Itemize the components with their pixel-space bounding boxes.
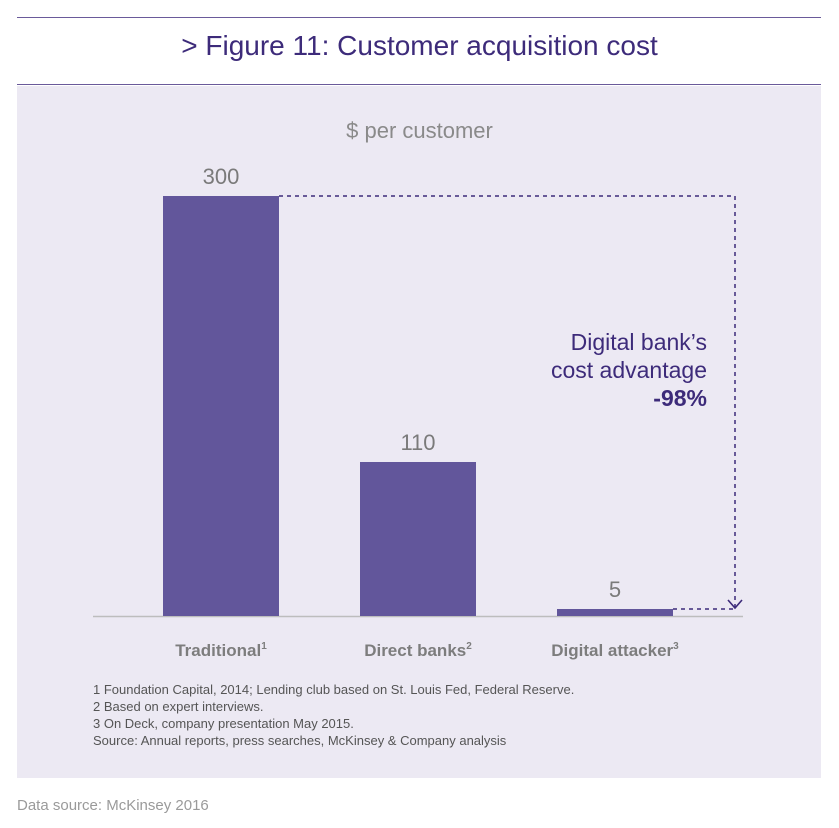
bar-value-label-2: 5	[609, 577, 621, 602]
bar-value-label-1: 110	[400, 430, 435, 455]
bar-value-label-0: 300	[203, 164, 240, 189]
bar-2	[557, 609, 673, 616]
annotation-line-1: Digital bank’s	[570, 329, 707, 355]
footnote-3: 3 On Deck, company presentation May 2015…	[93, 716, 354, 731]
y-axis-unit-label: $ per customer	[346, 118, 493, 143]
category-superscript-2: 3	[673, 641, 679, 652]
bar-0	[163, 196, 279, 616]
footnote-2: 2 Based on expert interviews.	[93, 699, 264, 714]
data-source: Data source: McKinsey 2016	[17, 797, 209, 814]
chart-panel	[17, 86, 821, 778]
footnotes: 1 Foundation Capital, 2014; Lending club…	[93, 681, 574, 749]
bar-1	[360, 462, 476, 616]
category-label-0: Traditional1	[175, 641, 267, 660]
cost-advantage-annotation: Digital bank’s cost advantage -98%	[551, 328, 707, 412]
footnote-source: Source: Annual reports, press searches, …	[93, 733, 507, 748]
category-label-2: Digital attacker3	[551, 641, 679, 660]
annotation-value: -98%	[653, 385, 707, 411]
category-superscript-0: 1	[261, 641, 267, 652]
category-superscript-1: 2	[466, 641, 472, 652]
category-label-1: Direct banks2	[364, 641, 472, 660]
figure-title: > Figure 11: Customer acquisition cost	[181, 30, 658, 61]
title-rule	[17, 84, 821, 85]
arrow-head-icon	[727, 599, 743, 610]
footnote-1: 1 Foundation Capital, 2014; Lending club…	[93, 682, 575, 697]
annotation-line-2: cost advantage	[550, 357, 707, 383]
top-rule	[17, 17, 821, 18]
